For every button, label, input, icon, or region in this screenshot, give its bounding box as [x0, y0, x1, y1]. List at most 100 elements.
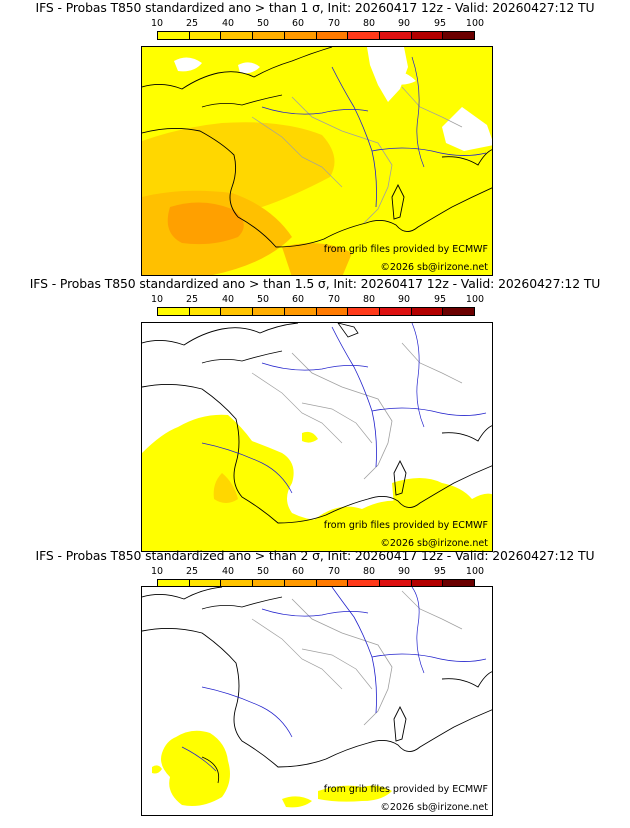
colorbar-ticks: 10 25 40 50 60 70 80 90 95 100: [151, 18, 484, 30]
colorbar-segment: [221, 580, 254, 587]
prob-field-orange: [213, 473, 238, 503]
prob-field-none: [367, 47, 408, 102]
panel-1: IFS - Probas T850 standardized ano > tha…: [0, 0, 630, 276]
colorbar-segment: [379, 580, 412, 587]
credit-copyright: ©2026 sb@irizone.net: [380, 802, 488, 813]
colorbar-segment: [443, 308, 475, 315]
colorbar-segment: [316, 308, 349, 315]
colorbar-ticks: 10 25 40 50 60 70 80 90 95 100: [151, 294, 484, 306]
colorbar-segment: [411, 32, 444, 39]
tick-label: 90: [397, 294, 411, 305]
map-panel-3: from grib files provided by ECMWF ©2026 …: [141, 586, 493, 816]
tick-label: 10: [150, 294, 164, 305]
prob-field-yellow: [392, 478, 492, 551]
colorbar-segment: [348, 308, 380, 315]
panel-3: IFS - Probas T850 standardized ano > tha…: [0, 546, 630, 822]
tick-label: 10: [150, 18, 164, 29]
prob-field-none: [442, 107, 492, 151]
colorbar-segment: [411, 580, 444, 587]
colorbar-segment: [221, 32, 254, 39]
tick-label: 40: [221, 18, 235, 29]
tick-label: 60: [291, 18, 305, 29]
colorbar-segment: [158, 308, 190, 315]
prob-field-yellow: [302, 431, 318, 443]
tick-label: 100: [465, 294, 485, 305]
tick-label: 80: [362, 18, 376, 29]
colorbar: [157, 307, 475, 316]
tick-label: 95: [433, 294, 447, 305]
prob-field-none: [174, 57, 202, 72]
tick-label: 25: [185, 18, 199, 29]
prob-field-yellow: [142, 414, 338, 551]
prob-field-yellow: [282, 796, 312, 808]
tick-label: 25: [185, 566, 199, 577]
panel-title: IFS - Probas T850 standardized ano > tha…: [35, 548, 595, 563]
prob-field-yellow: [161, 730, 230, 806]
map-svg: [142, 587, 492, 815]
credit-copyright: ©2026 sb@irizone.net: [380, 538, 488, 549]
prob-field-yellow: [152, 765, 162, 774]
panel-2: IFS - Probas T850 standardized ano > tha…: [0, 276, 630, 552]
colorbar-segment: [411, 308, 444, 315]
colorbar-segment: [348, 32, 380, 39]
tick-label: 60: [291, 294, 305, 305]
prob-field-yellow: [318, 785, 392, 802]
prob-field-orange: [282, 243, 352, 275]
credit-copyright: ©2026 sb@irizone.net: [380, 262, 488, 273]
colorbar-segment: [284, 308, 317, 315]
tick-label: 95: [433, 566, 447, 577]
colorbar-segment: [284, 32, 317, 39]
tick-label: 25: [185, 294, 199, 305]
tick-label: 80: [362, 566, 376, 577]
colorbar-segment: [379, 32, 412, 39]
tick-label: 50: [256, 294, 270, 305]
colorbar: [157, 31, 475, 40]
tick-label: 100: [465, 18, 485, 29]
colorbar-ticks: 10 25 40 50 60 70 80 90 95 100: [151, 566, 484, 578]
tick-label: 90: [397, 566, 411, 577]
map-panel-1: from grib files provided by ECMWF ©2026 …: [141, 46, 493, 276]
tick-label: 50: [256, 566, 270, 577]
tick-label: 10: [150, 566, 164, 577]
colorbar-segment: [189, 308, 222, 315]
credit-source: from grib files provided by ECMWF: [323, 784, 488, 795]
colorbar-segment: [443, 32, 475, 39]
credit-source: from grib files provided by ECMWF: [323, 244, 488, 255]
tick-label: 70: [327, 18, 341, 29]
map-panel-2: from grib files provided by ECMWF ©2026 …: [141, 322, 493, 552]
map-svg: [142, 323, 492, 551]
prob-field-none: [238, 62, 260, 74]
colorbar-segment: [443, 580, 475, 587]
prob-field-deep-orange: [167, 202, 244, 245]
colorbar-segment: [253, 32, 285, 39]
tick-label: 90: [397, 18, 411, 29]
tick-label: 40: [221, 566, 235, 577]
tick-label: 80: [362, 294, 376, 305]
prob-field-none: [390, 71, 416, 85]
colorbar-segment: [189, 580, 222, 587]
colorbar-segment: [221, 308, 254, 315]
colorbar-segment: [284, 580, 317, 587]
colorbar-segment: [253, 580, 285, 587]
colorbar-segment: [348, 580, 380, 587]
prob-field-orange: [142, 122, 335, 209]
prob-field-yellow: [302, 500, 404, 551]
tick-label: 50: [256, 18, 270, 29]
panel-title: IFS - Probas T850 standardized ano > tha…: [35, 0, 595, 15]
credit-source: from grib files provided by ECMWF: [323, 520, 488, 531]
colorbar-segment: [379, 308, 412, 315]
colorbar-segment: [189, 32, 222, 39]
panel-title: IFS - Probas T850 standardized ano > tha…: [29, 276, 601, 291]
tick-label: 95: [433, 18, 447, 29]
colorbar-segment: [316, 32, 349, 39]
colorbar-segment: [158, 32, 190, 39]
tick-label: 70: [327, 294, 341, 305]
colorbar-segment: [253, 308, 285, 315]
tick-label: 60: [291, 566, 305, 577]
map-svg: [142, 47, 492, 275]
tick-label: 100: [465, 566, 485, 577]
colorbar-segment: [316, 580, 349, 587]
colorbar-segment: [158, 580, 190, 587]
tick-label: 40: [221, 294, 235, 305]
tick-label: 70: [327, 566, 341, 577]
